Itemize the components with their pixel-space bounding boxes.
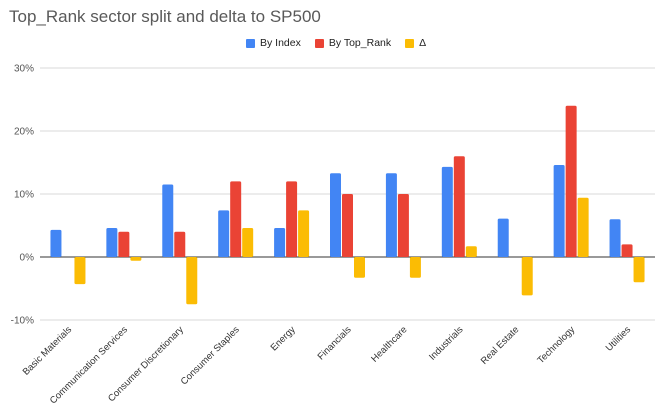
x-tick-label: Energy — [269, 324, 298, 353]
bar--2 — [186, 257, 198, 305]
bar-by-top-rank-3 — [230, 181, 242, 257]
bar--1 — [130, 257, 142, 261]
y-tick-label: 30% — [14, 64, 34, 75]
bar--6 — [409, 257, 421, 278]
bar-by-index-10 — [609, 219, 621, 257]
legend-item-by-top-rank[interactable]: By Top_Rank — [314, 37, 392, 49]
y-tick-label: -10% — [11, 316, 34, 327]
x-tick-label: Utilities — [604, 324, 634, 354]
bar-by-index-6 — [385, 173, 397, 257]
y-tick-label: 0% — [20, 253, 35, 264]
y-tick-label: 10% — [14, 190, 34, 201]
x-tick-label: Basic Materials — [21, 324, 74, 377]
bar--10 — [633, 257, 645, 283]
legend-swatch-by-top-rank — [314, 38, 324, 48]
x-tick-label: Technology — [535, 324, 577, 366]
legend-swatch-delta — [405, 38, 415, 48]
bar--8 — [521, 257, 533, 296]
bar-by-top-rank-10 — [621, 244, 633, 257]
legend-swatch-by-index — [246, 38, 255, 48]
x-tick-label: Healthcare — [369, 324, 409, 364]
bar-by-top-rank-1 — [118, 231, 130, 257]
bar-by-top-rank-4 — [286, 181, 298, 257]
bar-by-top-rank-2 — [174, 231, 186, 257]
bar--9 — [577, 197, 589, 257]
bar-by-index-9 — [553, 165, 565, 257]
bar-by-index-0 — [50, 229, 62, 257]
legend: By Index By Top_Rank Δ — [246, 37, 440, 49]
bar-by-top-rank-9 — [565, 105, 577, 257]
chart-title: Top_Rank sector split and delta to SP500 — [9, 7, 321, 26]
x-tick-label: Industrials — [427, 324, 466, 363]
bar-by-index-1 — [106, 228, 118, 257]
bar-by-index-2 — [162, 184, 174, 257]
bar-by-index-7 — [441, 166, 453, 257]
legend-label-delta: Δ — [419, 37, 427, 49]
legend-item-by-index[interactable]: By Index — [246, 37, 301, 49]
bar--0 — [74, 257, 86, 285]
x-tick-label: Consumer Staples — [179, 324, 242, 387]
bar--3 — [242, 228, 254, 257]
bar-by-index-5 — [330, 173, 341, 257]
bar-by-index-3 — [218, 210, 230, 257]
bar-by-index-8 — [497, 218, 509, 257]
bar--7 — [465, 246, 477, 257]
bar-by-index-4 — [274, 228, 286, 257]
bar-by-top-rank-7 — [453, 156, 465, 257]
legend-label-by-top-rank: By Top_Rank — [328, 37, 392, 49]
legend-item-delta[interactable]: Δ — [405, 37, 426, 49]
bar--5 — [354, 257, 365, 278]
bar-by-top-rank-6 — [397, 194, 409, 257]
bar--4 — [298, 210, 310, 257]
x-tick-label: Financials — [316, 324, 354, 362]
legend-label-by-index: By Index — [260, 37, 301, 49]
y-tick-label: 20% — [14, 127, 34, 138]
x-tick-label: Real Estate — [479, 324, 522, 367]
bar-by-top-rank-5 — [342, 194, 353, 257]
